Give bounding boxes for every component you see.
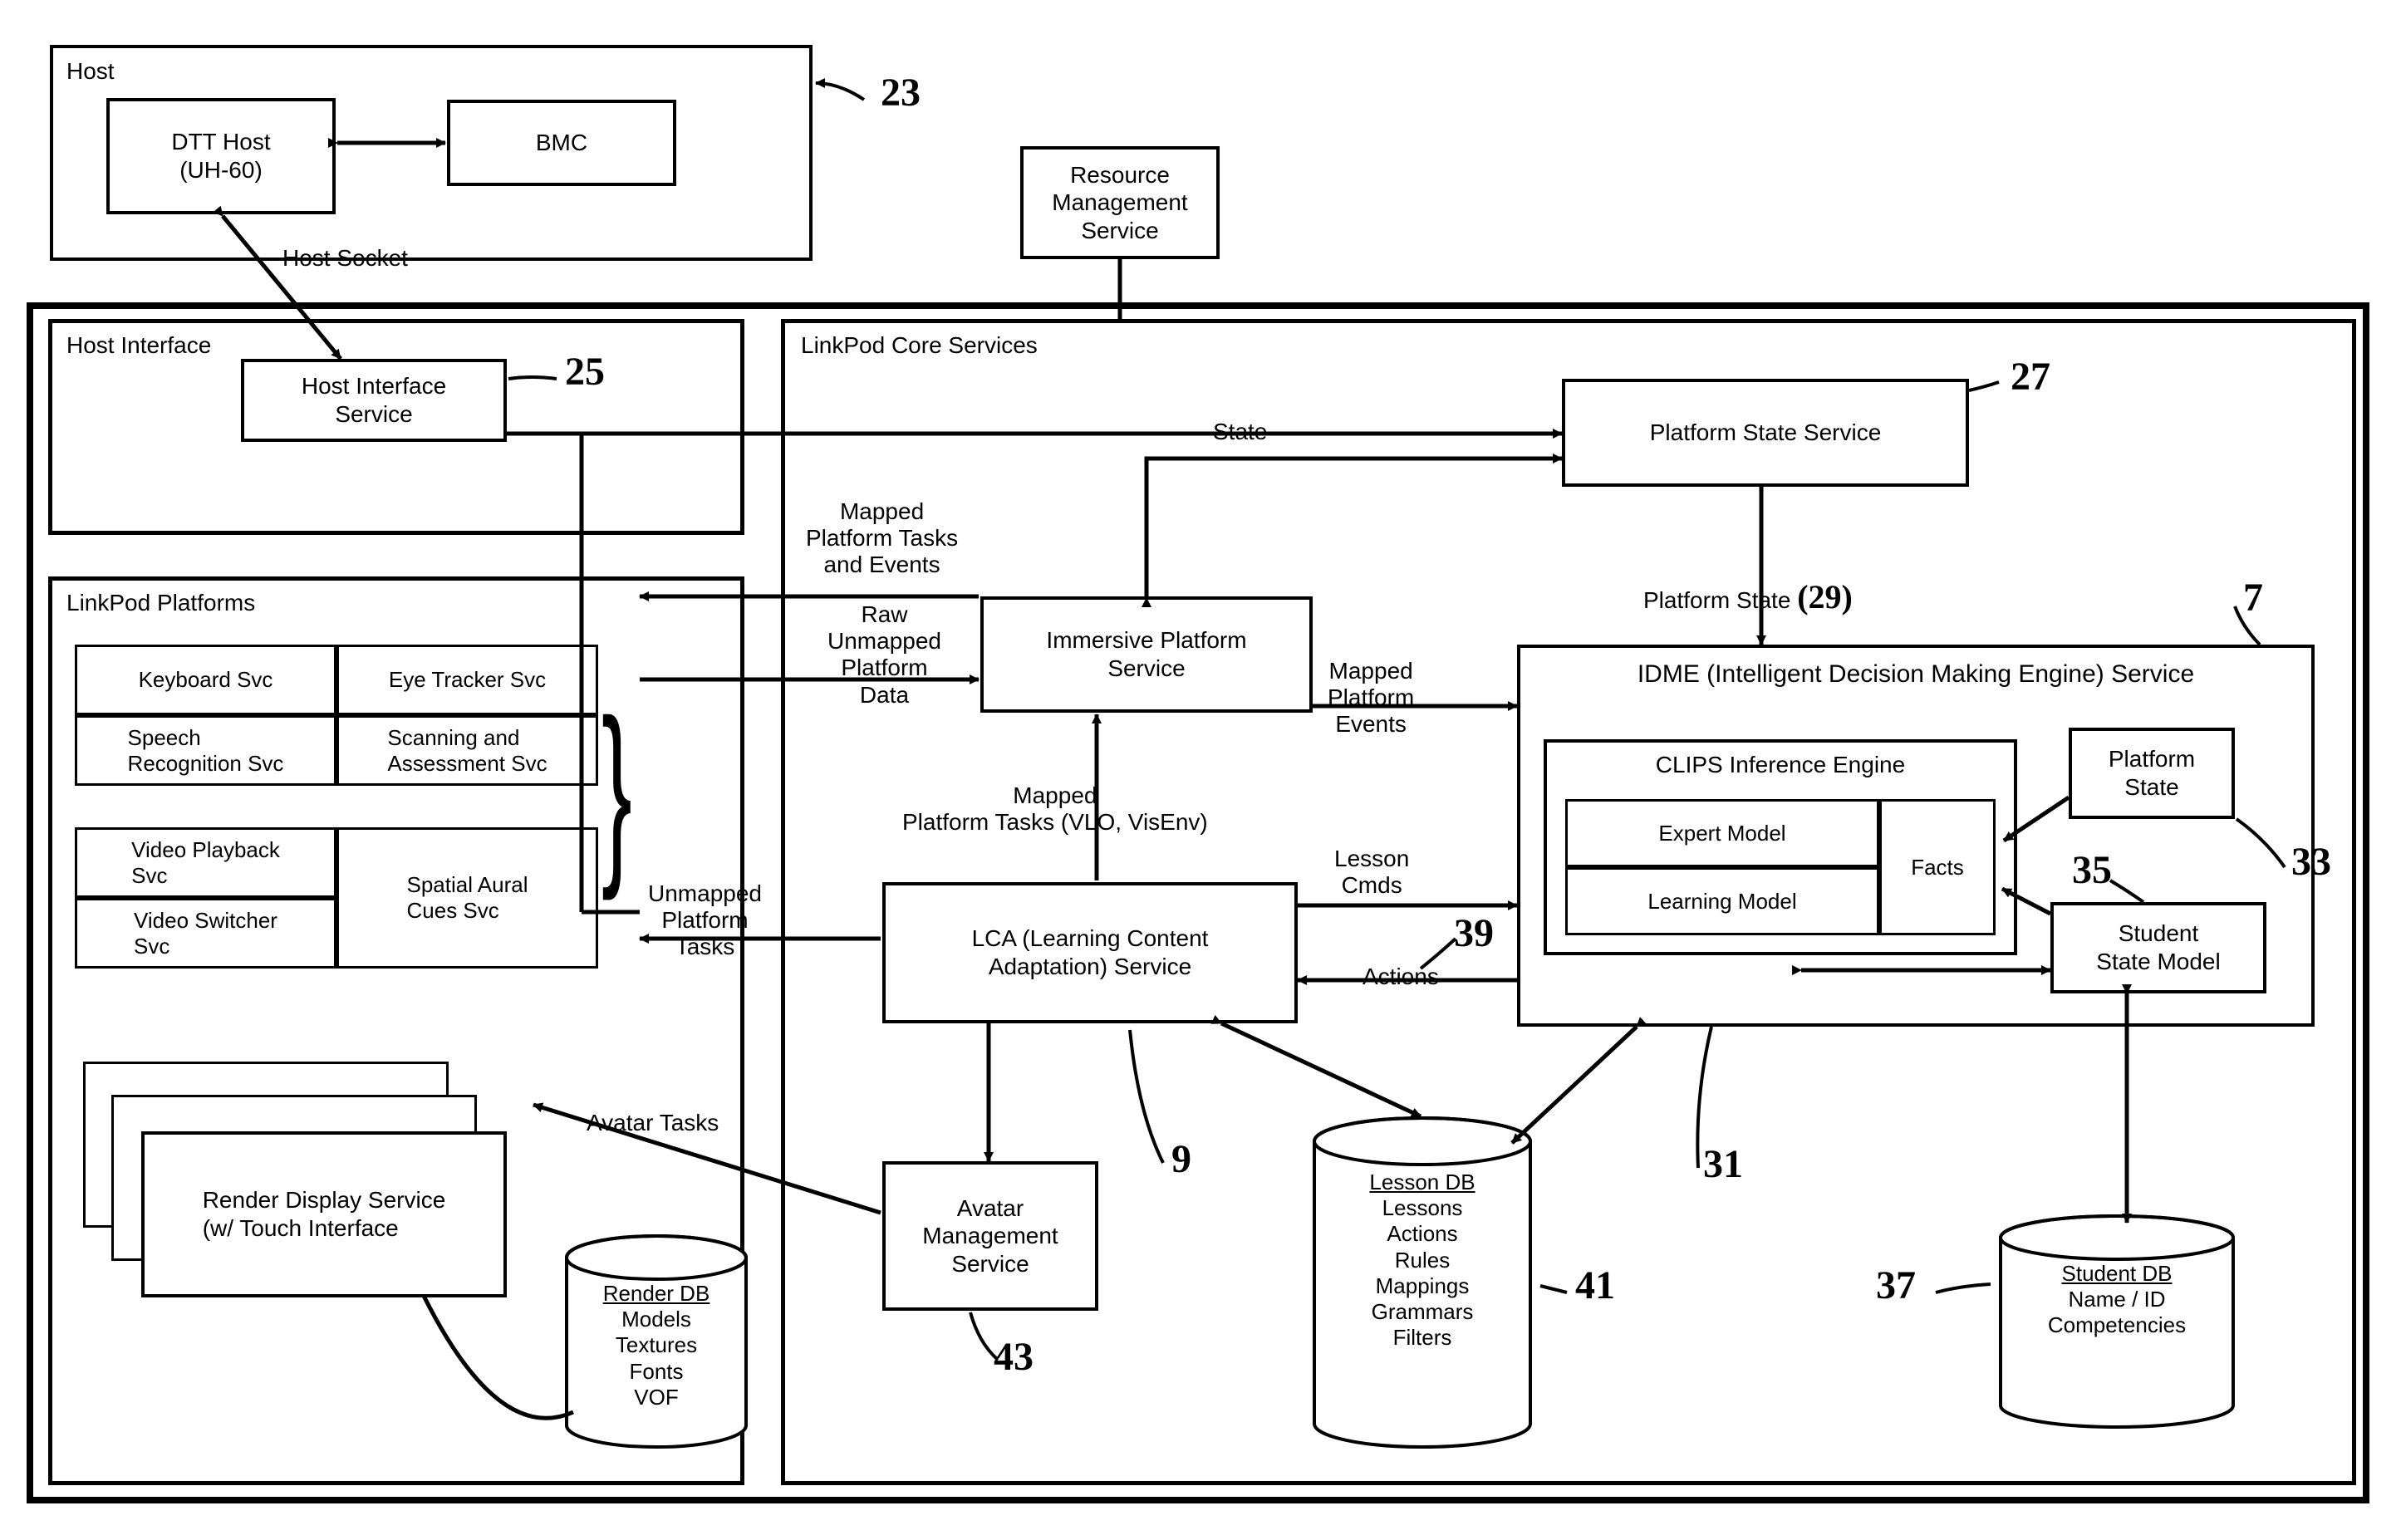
idme-title: IDME (Intelligent Decision Making Engine…	[1520, 660, 2311, 689]
ann-7: 7	[2243, 575, 2263, 620]
render-db: Render DB Models Textures Fonts VOF	[562, 1234, 751, 1456]
host-interface-label: Host Interface	[66, 332, 211, 359]
ann-9: 9	[1171, 1136, 1191, 1182]
platform-state-label: Platform State (29)	[1643, 578, 1853, 616]
pss-box: Platform State Service	[1562, 379, 1969, 487]
platform-state-box: Platform State	[2069, 728, 2235, 819]
brace-icon: }	[601, 691, 632, 890]
render-db-title: Render DB	[603, 1281, 710, 1306]
rms-text: Resource Management Service	[1052, 161, 1187, 245]
ann-23: 23	[881, 70, 921, 115]
mapped-tasks-events-label: Mapped Platform Tasks and Events	[806, 498, 958, 579]
his-box: Host Interface Service	[241, 359, 507, 442]
dtt-host-box: DTT Host (UH-60)	[106, 98, 336, 214]
lca-box: LCA (Learning Content Adaptation) Servic…	[882, 882, 1298, 1023]
clips-grid: Expert Model Learning Model Facts	[1565, 799, 1996, 935]
ann-31: 31	[1703, 1141, 1743, 1187]
bmc-box: BMC	[447, 100, 676, 186]
learning-model: Learning Model	[1565, 867, 1879, 935]
vplay-svc: Video Playback Svc	[75, 827, 336, 898]
actions-label: Actions	[1363, 964, 1439, 990]
render-db-lines: Models Textures Fonts VOF	[616, 1307, 697, 1410]
mapped-tasks-label: Mapped Platform Tasks (VLO, VisEnv)	[902, 782, 1208, 836]
ips-box: Immersive Platform Service	[980, 596, 1313, 713]
eyetracker-svc: Eye Tracker Svc	[336, 645, 598, 715]
ips-text: Immersive Platform Service	[1046, 626, 1246, 682]
rds-box: Render Display Service (w/ Touch Interfa…	[141, 1131, 507, 1297]
linkpod-platforms-label: LinkPod Platforms	[66, 590, 255, 616]
ssm-box: Student State Model	[2050, 902, 2266, 993]
rds-text: Render Display Service (w/ Touch Interfa…	[193, 1186, 456, 1242]
ann-41: 41	[1575, 1263, 1615, 1308]
scan-svc: Scanning and Assessment Svc	[336, 715, 598, 786]
lesson-cmds-label: Lesson Cmds	[1334, 846, 1409, 899]
mapped-events-label: Mapped Platform Events	[1328, 658, 1414, 738]
host-socket-label: Host Socket	[282, 245, 408, 272]
platform-state-text: Platform State	[2109, 745, 2195, 801]
host-label: Host	[66, 58, 115, 85]
state-label: State	[1213, 419, 1267, 445]
spatial-svc: Spatial Aural Cues Svc	[336, 827, 598, 969]
lesson-db-lines: Lessons Actions Rules Mappings Grammars …	[1372, 1195, 1474, 1350]
lesson-db: Lesson DB Lessons Actions Rules Mappings…	[1306, 1116, 1539, 1454]
his-text: Host Interface Service	[302, 372, 446, 428]
keyboard-svc: Keyboard Svc	[75, 645, 336, 715]
speech-svc: Speech Recognition Svc	[75, 715, 336, 786]
avatar-tasks-label: Avatar Tasks	[587, 1110, 719, 1136]
ann-43: 43	[994, 1334, 1034, 1380]
ann-27: 27	[2011, 354, 2050, 400]
rms-box: Resource Management Service	[1020, 146, 1220, 259]
ann-25: 25	[565, 349, 605, 395]
student-db: Student DB Name / ID Competencies	[1992, 1214, 2241, 1436]
dtt-host-text: DTT Host (UH-60)	[171, 128, 270, 184]
pss-text: Platform State Service	[1650, 419, 1882, 447]
student-db-lines: Name / ID Competencies	[2048, 1287, 2186, 1337]
ann-33: 33	[2291, 839, 2331, 885]
ann-35: 35	[2072, 847, 2112, 893]
facts-box: Facts	[1879, 799, 1996, 935]
svc-grid-1: Keyboard Svc Eye Tracker Svc Speech Reco…	[75, 645, 598, 786]
svc-grid-2: Video Playback Svc Video Switcher Svc Sp…	[75, 827, 598, 969]
expert-model: Expert Model	[1565, 799, 1879, 867]
student-db-title: Student DB	[2062, 1261, 2173, 1286]
lca-text: LCA (Learning Content Adaptation) Servic…	[972, 924, 1209, 980]
ssm-text: Student State Model	[2096, 920, 2220, 975]
unmapped-tasks-label: Unmapped Platform Tasks	[648, 880, 762, 961]
linkpod-core-label: LinkPod Core Services	[801, 332, 1038, 359]
raw-unmapped-label: Raw Unmapped Platform Data	[827, 601, 941, 709]
lesson-db-title: Lesson DB	[1369, 1170, 1475, 1194]
clips-title: CLIPS Inference Engine	[1547, 751, 2014, 779]
ann-37: 37	[1876, 1263, 1916, 1308]
ann-39: 39	[1454, 910, 1494, 956]
ams-text: Avatar Management Service	[922, 1194, 1058, 1278]
bmc-text: BMC	[536, 129, 587, 157]
ams-box: Avatar Management Service	[882, 1161, 1098, 1311]
vswitch-svc: Video Switcher Svc	[75, 898, 336, 969]
